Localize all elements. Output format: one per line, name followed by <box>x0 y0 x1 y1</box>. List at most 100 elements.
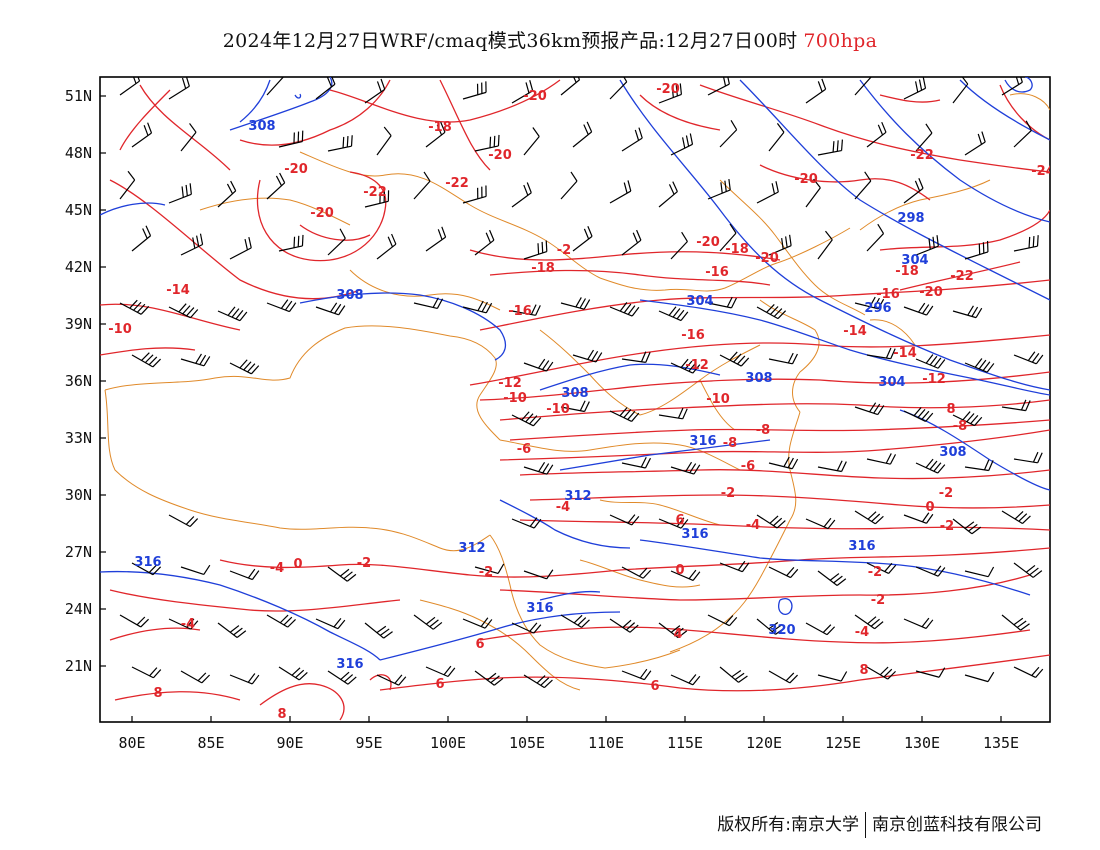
wind-barb <box>511 80 534 104</box>
temperature-label: -22 <box>910 148 934 163</box>
wind-barb <box>560 171 578 200</box>
wind-barb <box>119 614 149 628</box>
lat-label: 45N <box>65 201 92 219</box>
wind-barb <box>768 352 798 365</box>
temperature-label: 0 <box>293 557 302 572</box>
temperature-contours <box>100 79 1050 721</box>
wind-barb <box>854 171 872 200</box>
temperature-contour <box>114 691 241 701</box>
temperature-label: 6 <box>675 513 684 528</box>
temperature-label: -10 <box>706 392 730 407</box>
wind-barb <box>168 77 190 100</box>
wind-barb <box>768 566 799 579</box>
wind-barb <box>180 353 211 367</box>
lon-label: 120E <box>746 734 782 752</box>
wind-barb <box>1001 510 1031 525</box>
temperature-label: -2 <box>721 486 735 501</box>
wind-barb <box>511 517 542 529</box>
geopotential-contour <box>639 539 1031 596</box>
wind-barb <box>266 614 296 628</box>
wind-barb <box>866 562 897 575</box>
temperature-label: -18 <box>428 120 452 135</box>
boundary-line <box>499 439 741 471</box>
wind-barb <box>217 306 248 322</box>
temperature-label: -4 <box>556 500 570 515</box>
geopotential-label: 296 <box>864 301 891 316</box>
wind-barb <box>327 566 357 582</box>
temperature-label: -4 <box>746 518 760 533</box>
geopotential-contour <box>379 611 621 661</box>
temperature-label: 0 <box>925 500 934 515</box>
wind-barb <box>805 517 836 530</box>
wind-barb <box>474 229 495 256</box>
temperature-label: -20 <box>794 172 818 187</box>
wind-barb <box>119 77 141 96</box>
boundary-line <box>349 269 501 311</box>
wind-barb <box>952 77 969 104</box>
wind-barb <box>805 178 821 208</box>
temperature-label: -8 <box>756 423 770 438</box>
temperature-label: -8 <box>723 436 737 451</box>
wind-barb <box>903 302 934 316</box>
wind-barb <box>915 458 946 474</box>
temperature-label: -22 <box>445 176 469 191</box>
wind-barb <box>658 407 688 420</box>
temperature-contour <box>899 261 1021 291</box>
wind-barb <box>572 226 593 252</box>
wind-barb <box>903 512 934 524</box>
lat-label: 24N <box>65 600 92 618</box>
wind-barb <box>768 234 792 256</box>
temperature-label: -14 <box>166 283 190 298</box>
wind-barb <box>168 514 199 528</box>
title-main: 2024年12月27日WRF/cmaq模式36km预报产品:12月27日00时 <box>222 30 798 52</box>
geopotential-contour <box>100 202 166 216</box>
wind-barb <box>229 236 252 260</box>
wind-barb <box>511 182 532 208</box>
wind-barb <box>952 411 983 427</box>
wind-barb <box>658 622 688 639</box>
geopotential-label: 308 <box>745 371 772 386</box>
geopotential-label: 304 <box>878 375 905 390</box>
geopotential-contour <box>239 79 271 123</box>
wind-barb <box>462 81 487 100</box>
wind-barb <box>609 77 628 100</box>
wind-barb <box>315 617 346 630</box>
wind-barb <box>756 303 787 320</box>
wind-barb <box>817 230 833 260</box>
temperature-contour <box>519 469 1050 480</box>
geopotential-contour <box>859 79 1050 223</box>
temperature-label: -20 <box>523 89 547 104</box>
wind-barb <box>817 570 847 586</box>
temperature-label: -22 <box>363 185 387 200</box>
wind-barb <box>670 231 688 260</box>
geopotential-label: 316 <box>689 434 716 449</box>
wind-barb <box>915 354 946 369</box>
lat-label: 36N <box>65 372 92 390</box>
boundary-line <box>699 379 736 431</box>
temperature-contour <box>759 164 931 201</box>
geopotential-label: 308 <box>939 445 966 460</box>
wind-barb <box>866 347 896 360</box>
lat-label: 30N <box>65 486 92 504</box>
temperature-label: -20 <box>310 206 334 221</box>
wind-barb <box>413 171 431 200</box>
wind-barb <box>756 514 786 529</box>
wind-barb <box>964 671 995 683</box>
boundary-line <box>869 319 916 346</box>
wind-barb <box>621 668 652 681</box>
latitude-axis: 51N 48N 45N 42N 39N 36N 33N 30N 27N 24N 21N <box>65 87 106 675</box>
wind-barb <box>523 461 554 475</box>
wind-barb <box>719 120 738 148</box>
temperature-contour <box>439 79 491 171</box>
wind-barb <box>964 358 995 373</box>
temperature-contour <box>499 429 1050 461</box>
geopotential-label: 316 <box>526 601 553 616</box>
wind-barb <box>229 359 260 375</box>
title-level: 700hpa <box>803 30 878 52</box>
temperature-contour <box>139 84 231 171</box>
boundary-line <box>529 654 581 691</box>
wind-barb <box>278 130 304 148</box>
temperature-label: -2 <box>871 593 885 608</box>
geopotential-contour <box>899 409 1050 491</box>
